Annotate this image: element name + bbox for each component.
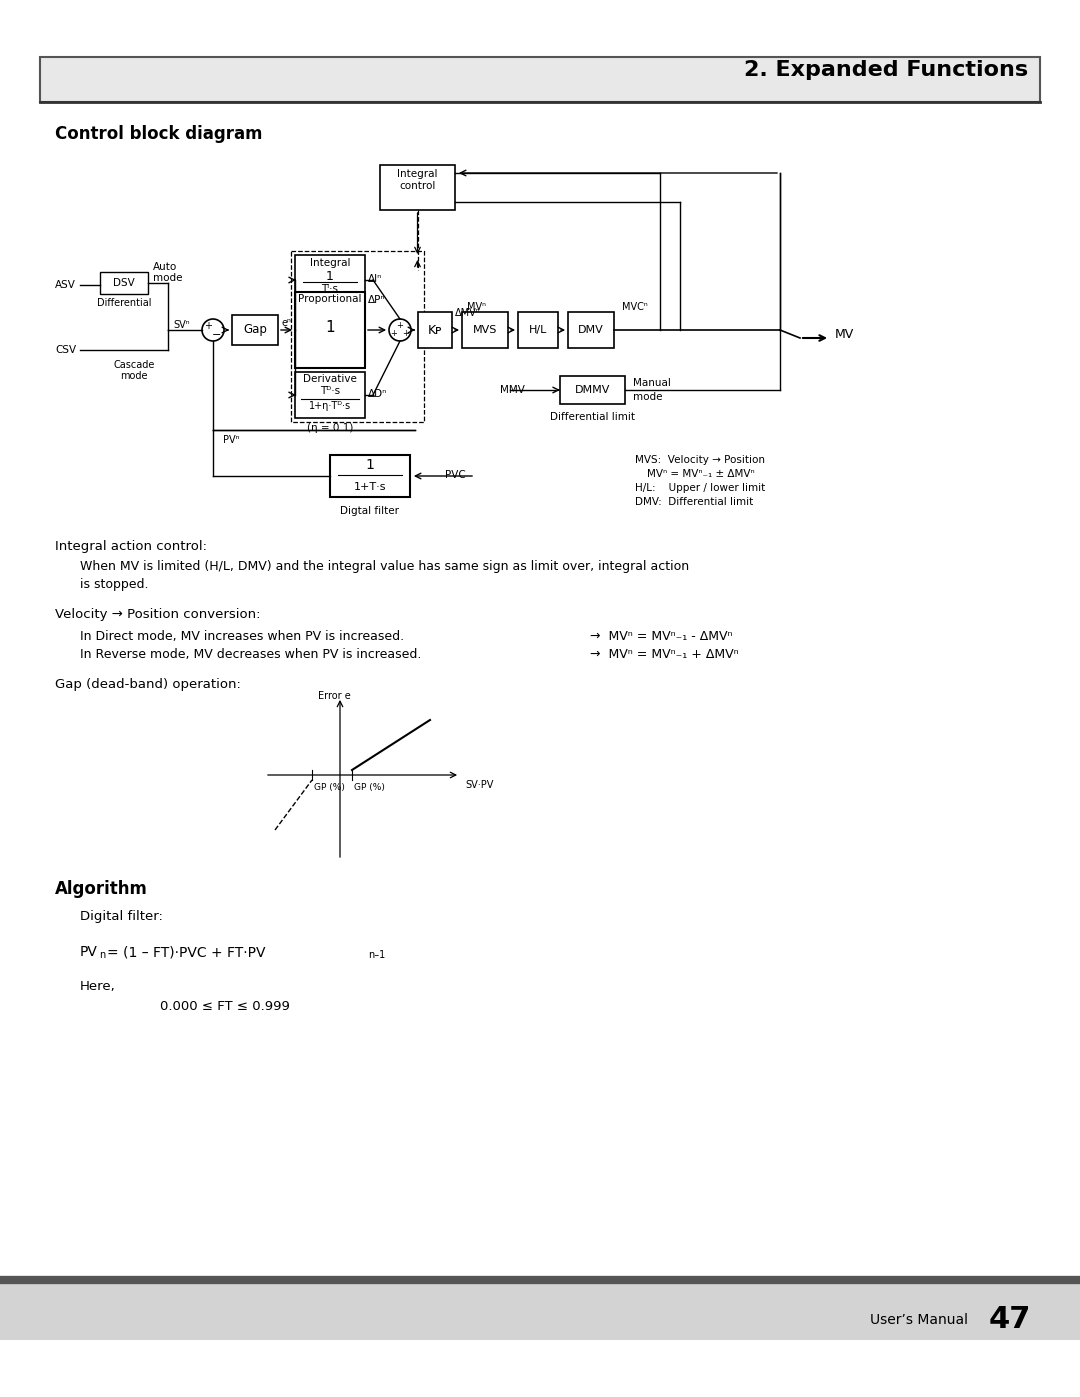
Text: is stopped.: is stopped. (80, 578, 149, 591)
Text: When MV is limited (H/L, DMV) and the integral value has same sign as limit over: When MV is limited (H/L, DMV) and the in… (80, 560, 689, 573)
Text: control: control (400, 182, 435, 191)
Text: mode: mode (153, 272, 183, 284)
Text: Integral: Integral (397, 169, 437, 179)
Bar (100, 272, 148, 293)
Text: SV·PV: SV·PV (465, 780, 494, 789)
Bar (232, 314, 278, 345)
Text: ΔPⁿ: ΔPⁿ (368, 295, 386, 305)
Text: H/L: H/L (529, 326, 548, 335)
Text: Derivative: Derivative (303, 374, 356, 384)
Text: 1: 1 (326, 270, 334, 284)
Text: Tᴰ·s: Tᴰ·s (320, 386, 340, 395)
Text: PV: PV (80, 944, 98, 958)
Text: In Direct mode, MV increases when PV is increased.: In Direct mode, MV increases when PV is … (80, 630, 404, 643)
Text: 1+T·s: 1+T·s (354, 482, 387, 492)
Text: Tᴵ·s: Tᴵ·s (322, 284, 338, 293)
Text: ΔIⁿ: ΔIⁿ (368, 274, 382, 284)
Text: MVS:  Velocity → Position: MVS: Velocity → Position (635, 455, 765, 465)
Text: Manual: Manual (633, 379, 671, 388)
Text: Digital filter:: Digital filter: (80, 909, 163, 923)
Text: MV: MV (835, 328, 854, 341)
Text: Proportional: Proportional (298, 293, 362, 305)
Text: PVC: PVC (445, 469, 465, 481)
Text: = (1 – FT)·PVC + FT·PV: = (1 – FT)·PVC + FT·PV (107, 944, 266, 958)
Bar (380, 165, 455, 210)
Text: Integral action control:: Integral action control: (55, 541, 207, 553)
Text: MMV: MMV (500, 386, 525, 395)
Text: 47: 47 (989, 1306, 1031, 1334)
Text: Digtal filter: Digtal filter (340, 506, 400, 515)
Text: Gap: Gap (243, 324, 267, 337)
Text: 1: 1 (365, 458, 375, 472)
Text: mode: mode (120, 372, 148, 381)
Text: GP (%): GP (%) (354, 782, 384, 792)
Text: eⁿ: eⁿ (281, 319, 291, 328)
Text: SVⁿ: SVⁿ (173, 320, 190, 330)
Text: +: + (391, 330, 397, 338)
Bar (295, 292, 365, 367)
Bar (462, 312, 508, 348)
Text: →  MVⁿ = MVⁿ₋₁ - ΔMVⁿ: → MVⁿ = MVⁿ₋₁ - ΔMVⁿ (590, 630, 732, 643)
Text: (η = 0.1): (η = 0.1) (307, 423, 353, 433)
Text: GP (%): GP (%) (314, 782, 345, 792)
Text: Velocity → Position conversion:: Velocity → Position conversion: (55, 608, 260, 622)
Text: Differential limit: Differential limit (550, 412, 635, 422)
Text: Algorithm: Algorithm (55, 880, 148, 898)
Text: 0.000 ≤ FT ≤ 0.999: 0.000 ≤ FT ≤ 0.999 (160, 1000, 289, 1013)
Text: mode: mode (633, 393, 662, 402)
Text: MVS: MVS (473, 326, 497, 335)
Text: PVⁿ: PVⁿ (222, 434, 240, 446)
Text: DSV: DSV (113, 278, 135, 288)
Text: 1+η·Tᴰ·s: 1+η·Tᴰ·s (309, 401, 351, 411)
Text: Auto: Auto (153, 263, 177, 272)
Text: MVCⁿ: MVCⁿ (622, 302, 648, 312)
Text: MVⁿ: MVⁿ (467, 302, 486, 312)
Bar (561, 376, 625, 404)
Bar (40, 57, 1040, 102)
Text: Gap (dead-band) operation:: Gap (dead-band) operation: (55, 678, 241, 692)
Text: 2. Expanded Functions: 2. Expanded Functions (744, 60, 1028, 80)
Text: ΔMVⁿ: ΔMVⁿ (455, 307, 481, 319)
Bar (518, 312, 558, 348)
Text: ASV: ASV (55, 279, 76, 291)
Text: +: + (204, 321, 212, 331)
Text: Cascade: Cascade (113, 360, 154, 370)
Text: ΔDⁿ: ΔDⁿ (368, 388, 388, 400)
Bar (418, 312, 453, 348)
Text: Integral: Integral (310, 258, 350, 268)
Text: Error e: Error e (318, 692, 351, 701)
Text: −: − (213, 330, 221, 339)
Text: +: + (396, 320, 404, 330)
Text: n: n (99, 950, 105, 960)
Bar (0, 1280, 1080, 1340)
Text: →  MVⁿ = MVⁿ₋₁ + ΔMVⁿ: → MVⁿ = MVⁿ₋₁ + ΔMVⁿ (590, 648, 739, 661)
Text: +: + (403, 330, 409, 338)
Bar (291, 251, 424, 422)
Bar (295, 372, 365, 418)
Text: DMV:  Differential limit: DMV: Differential limit (635, 497, 753, 507)
Text: Control block diagram: Control block diagram (55, 124, 262, 142)
Text: Kᴘ: Kᴘ (428, 324, 443, 337)
Bar (330, 455, 410, 497)
Bar (295, 256, 365, 305)
Bar (568, 312, 615, 348)
Text: 1: 1 (325, 320, 335, 335)
Text: In Reverse mode, MV decreases when PV is increased.: In Reverse mode, MV decreases when PV is… (80, 648, 421, 661)
Text: n–1: n–1 (368, 950, 386, 960)
Text: DMMV: DMMV (575, 386, 610, 395)
Text: DMV: DMV (578, 326, 604, 335)
Text: Differential: Differential (97, 298, 151, 307)
Text: MVⁿ = MVⁿ₋₁ ± ΔMVⁿ: MVⁿ = MVⁿ₋₁ ± ΔMVⁿ (647, 469, 755, 479)
Text: H/L:    Upper / lower limit: H/L: Upper / lower limit (635, 483, 766, 493)
Text: CSV: CSV (55, 345, 76, 355)
Text: Here,: Here, (80, 981, 116, 993)
Text: User’s Manual: User’s Manual (870, 1313, 968, 1327)
